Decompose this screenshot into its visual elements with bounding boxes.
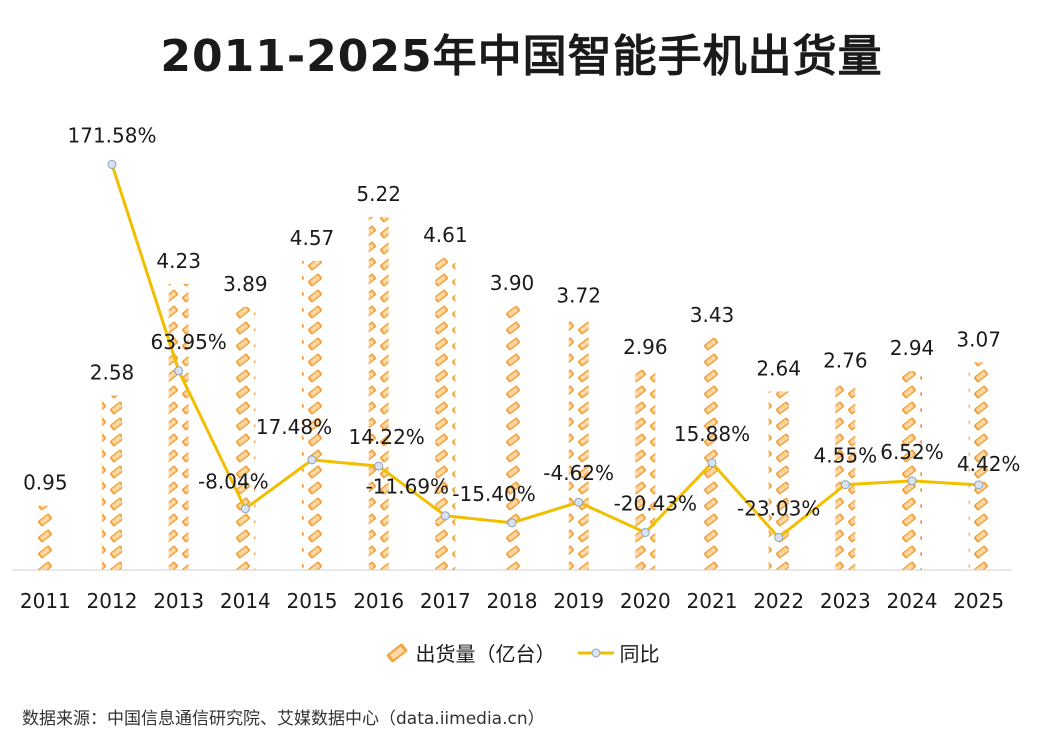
yoy-point-2022[interactable] bbox=[774, 532, 784, 542]
x-tick-label-2011: 2011 bbox=[20, 589, 71, 613]
yoy-label-2013: 63.95% bbox=[151, 330, 227, 354]
x-tick-label-2024: 2024 bbox=[887, 589, 938, 613]
bar-value-label-2021: 3.43 bbox=[690, 303, 735, 327]
legend-label-yoy: 同比 bbox=[619, 642, 660, 666]
yoy-point-2017[interactable] bbox=[440, 511, 450, 521]
bar-value-label-2023: 2.76 bbox=[823, 348, 868, 372]
bar-value-label-2024: 2.94 bbox=[890, 336, 935, 360]
bar-value-label-2015: 4.57 bbox=[290, 226, 335, 250]
bar-2011[interactable] bbox=[35, 505, 56, 570]
bar-value-label-2019: 3.72 bbox=[556, 283, 601, 307]
bar-value-label-2014: 3.89 bbox=[223, 272, 268, 296]
bar-value-label-2012: 2.58 bbox=[90, 360, 135, 384]
bar-value-label-2011: 0.95 bbox=[23, 471, 68, 495]
x-tick-label-2020: 2020 bbox=[620, 589, 671, 613]
x-tick-label-2018: 2018 bbox=[487, 589, 538, 613]
x-tick-label-2023: 2023 bbox=[820, 589, 871, 613]
yoy-label-2024: 6.52% bbox=[880, 440, 944, 464]
yoy-point-2016[interactable] bbox=[374, 461, 384, 471]
bar-2021[interactable] bbox=[702, 337, 722, 570]
chart-title: 2011-2025年中国智能手机出货量 bbox=[160, 31, 883, 82]
yoy-label-2020: -20.43% bbox=[614, 491, 697, 515]
x-tick-label-2022: 2022 bbox=[753, 589, 804, 613]
legend-item-yoy[interactable]: 同比 bbox=[577, 638, 660, 667]
bar-value-label-2013: 4.23 bbox=[156, 249, 201, 273]
bar-2012[interactable] bbox=[102, 395, 122, 570]
yoy-point-2019[interactable] bbox=[574, 497, 584, 507]
bar-2024[interactable] bbox=[902, 371, 922, 570]
bar-2016[interactable] bbox=[368, 216, 389, 570]
source-note: 数据来源：中国信息通信研究院、艾媒数据中心（data.iimedia.cn） bbox=[22, 709, 545, 729]
bar-value-label-2025: 3.07 bbox=[956, 327, 1001, 351]
yoy-label-2018: -15.40% bbox=[452, 482, 535, 506]
yoy-label-2016: 14.22% bbox=[349, 425, 425, 449]
bar-2015[interactable] bbox=[302, 260, 322, 570]
x-tick-label-2013: 2013 bbox=[153, 589, 204, 613]
yoy-point-2024[interactable] bbox=[907, 476, 917, 486]
bar-2014[interactable] bbox=[235, 306, 256, 570]
x-tick-label-2014: 2014 bbox=[220, 589, 271, 613]
yoy-point-2012[interactable] bbox=[107, 159, 117, 169]
bar-value-label-2016: 5.22 bbox=[356, 182, 401, 206]
bar-2022[interactable] bbox=[768, 391, 789, 570]
yoy-point-2021[interactable] bbox=[707, 458, 717, 468]
legend-item-shipments[interactable]: 出货量（亿台） bbox=[384, 638, 556, 667]
bar-2023[interactable] bbox=[835, 383, 856, 570]
line-marker-icon bbox=[577, 648, 614, 657]
yoy-label-2014: -8.04% bbox=[198, 470, 269, 494]
x-tick-label-2019: 2019 bbox=[553, 589, 604, 613]
yoy-label-2022: -23.03% bbox=[737, 496, 820, 520]
yoy-label-2012: 171.58% bbox=[68, 123, 157, 147]
yoy-point-2025[interactable] bbox=[974, 480, 984, 490]
x-tick-label-2012: 2012 bbox=[87, 589, 138, 613]
yoy-label-2019: -4.62% bbox=[543, 461, 614, 485]
bar-value-label-2020: 2.96 bbox=[623, 335, 668, 359]
legend-label-shipments: 出货量（亿台） bbox=[415, 642, 556, 666]
yoy-point-2020[interactable] bbox=[640, 527, 650, 537]
yoy-label-2025: 4.42% bbox=[957, 452, 1021, 476]
yoy-point-2015[interactable] bbox=[307, 455, 317, 465]
yoy-point-2013[interactable] bbox=[174, 366, 184, 376]
bar-2020[interactable] bbox=[635, 369, 656, 570]
x-tick-label-2021: 2021 bbox=[687, 589, 738, 613]
bar-2013[interactable] bbox=[168, 283, 189, 570]
bar-value-label-2018: 3.90 bbox=[490, 271, 535, 295]
x-tick-label-2017: 2017 bbox=[420, 589, 471, 613]
bar-2017[interactable] bbox=[435, 258, 456, 570]
yoy-point-2014[interactable] bbox=[240, 504, 250, 514]
x-tick-label-2016: 2016 bbox=[353, 589, 404, 613]
x-tick-label-2025: 2025 bbox=[953, 589, 1004, 613]
bar-2019[interactable] bbox=[568, 318, 589, 570]
bar-value-label-2022: 2.64 bbox=[756, 356, 801, 380]
bar-value-label-2017: 4.61 bbox=[423, 223, 468, 247]
yoy-point-2023[interactable] bbox=[840, 480, 850, 490]
yoy-point-2018[interactable] bbox=[507, 518, 517, 528]
legend: 出货量（亿台） 同比 bbox=[0, 638, 1043, 667]
yoy-line[interactable] bbox=[110, 164, 979, 539]
bar-2025[interactable] bbox=[968, 362, 989, 570]
yoy-label-2023: 4.55% bbox=[814, 444, 878, 468]
bar-2018[interactable] bbox=[502, 306, 522, 570]
phone-bar-icon bbox=[386, 643, 407, 662]
yoy-label-2017: -11.69% bbox=[366, 475, 449, 499]
yoy-label-2021: 15.88% bbox=[674, 422, 750, 446]
x-tick-label-2015: 2015 bbox=[287, 589, 338, 613]
yoy-label-2015: 17.48% bbox=[256, 415, 332, 439]
